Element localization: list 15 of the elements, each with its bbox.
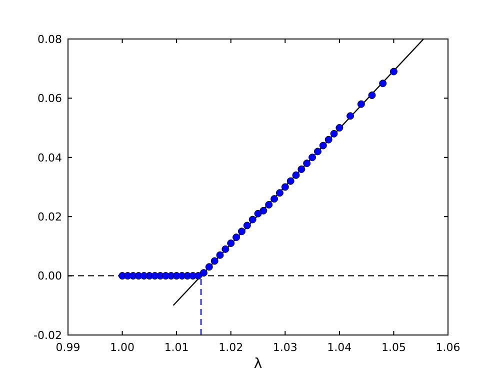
y-tick-label: 0.04: [38, 151, 62, 164]
y-tick-label: 0.08: [38, 32, 62, 46]
x-tick-label: 1.02: [218, 341, 244, 354]
y-tick-label: -0.02: [34, 328, 62, 342]
x-tick-label: 1.01: [164, 341, 189, 354]
x-tick-label: 1.03: [272, 341, 298, 354]
x-tick-label: 1.04: [327, 341, 352, 354]
y-tick-label: 0.00: [38, 270, 62, 283]
y-tick-label: 0.02: [38, 210, 62, 224]
x-tick-label: 0.99: [56, 341, 80, 354]
x-tick-label: 1.00: [110, 341, 135, 354]
x-axis-title: λ: [254, 356, 262, 372]
x-tick-label: 1.05: [381, 341, 406, 354]
y-tick-label: 0.06: [38, 92, 62, 106]
x-tick-label: 1.06: [436, 341, 460, 354]
